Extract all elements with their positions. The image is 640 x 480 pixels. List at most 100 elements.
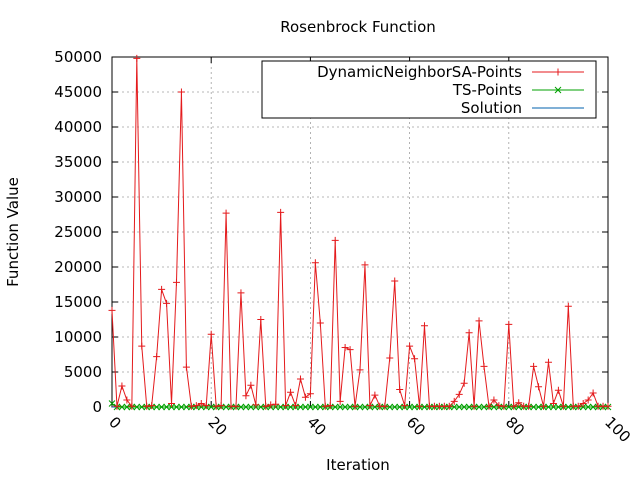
sa-point-marker	[326, 402, 334, 410]
ts-point-marker	[108, 400, 116, 407]
sa-point-marker	[460, 379, 468, 387]
sa-point-marker	[168, 400, 176, 407]
sa-point-marker	[192, 402, 200, 410]
sa-point-marker	[480, 362, 488, 370]
ts-point-marker	[207, 403, 215, 411]
legend-marker-ts	[554, 86, 562, 94]
ts-point-marker	[411, 403, 418, 411]
ts-point-marker	[515, 403, 523, 411]
sa-point-marker	[222, 209, 230, 217]
ts-point-marker	[371, 403, 379, 411]
y-tick-label: 50000	[54, 48, 102, 66]
ts-point-marker	[391, 403, 399, 411]
sa-point-marker	[554, 386, 562, 394]
sa-point-marker	[584, 396, 592, 404]
sa-point-marker	[247, 381, 255, 389]
sa-point-marker	[416, 402, 424, 410]
ts-point-marker	[312, 403, 319, 411]
sa-point-marker	[406, 342, 414, 350]
legend-marker-sa	[554, 68, 562, 76]
y-tick-label: 5000	[64, 363, 102, 381]
sa-point-marker	[282, 402, 290, 410]
sa-point-marker	[401, 402, 409, 410]
sa-point-marker	[351, 402, 359, 410]
sa-point-marker	[544, 358, 552, 366]
ts-point-marker	[460, 403, 468, 411]
sa-point-marker	[217, 402, 225, 410]
sa-point-marker	[455, 390, 463, 398]
ts-point-marker	[346, 403, 354, 411]
sa-point-marker	[292, 402, 300, 410]
sa-point-marker	[465, 329, 473, 337]
sa-point-marker	[138, 342, 146, 350]
sa-point-marker	[564, 302, 572, 310]
ts-point-marker	[386, 403, 394, 411]
sa-point-marker	[381, 402, 389, 410]
ts-point-marker	[222, 403, 230, 411]
sa-point-marker	[559, 402, 567, 410]
y-tick-label: 0	[92, 398, 102, 416]
sa-point-marker	[272, 400, 280, 408]
sa-point-marker	[252, 401, 260, 409]
ts-point-marker	[505, 403, 513, 411]
sa-point-marker	[311, 259, 319, 267]
sa-point-marker	[113, 402, 121, 410]
y-tick-label: 35000	[54, 153, 102, 171]
sa-point-marker	[346, 346, 354, 354]
ts-point-marker	[341, 403, 349, 411]
ts-point-marker	[490, 403, 498, 411]
ts-point-marker	[475, 403, 483, 411]
sa-point-marker	[490, 396, 498, 404]
ts-point-marker	[277, 403, 284, 411]
ts-point-marker	[163, 403, 170, 411]
ts-point-marker	[173, 403, 180, 411]
ts-point-marker	[530, 403, 537, 411]
sa-point-marker	[153, 353, 161, 361]
ts-point-marker	[138, 403, 146, 411]
ts-point-marker	[297, 403, 304, 411]
sa-point-marker	[133, 54, 141, 62]
sa-point-marker	[396, 386, 404, 393]
ts-point-marker	[316, 403, 324, 411]
sa-point-marker	[530, 362, 538, 370]
ts-point-marker	[545, 403, 552, 411]
ts-point-marker	[242, 403, 250, 411]
sa-point-marker	[510, 402, 518, 410]
sa-point-marker	[118, 382, 126, 390]
sa-point-marker	[445, 402, 453, 410]
sa-point-marker	[202, 402, 210, 410]
ts-point-marker	[183, 403, 190, 411]
sa-point-marker	[604, 402, 612, 410]
sa-point-marker	[540, 402, 548, 410]
y-axis-title: Function Value	[4, 177, 22, 287]
sa-point-marker	[500, 402, 508, 410]
ts-point-marker	[336, 403, 344, 411]
sa-point-marker	[574, 402, 582, 410]
y-tick-label: 25000	[54, 223, 102, 241]
y-tick-label: 15000	[54, 293, 102, 311]
y-tick-label: 40000	[54, 118, 102, 136]
ts-point-marker	[450, 403, 458, 411]
sa-point-marker	[177, 88, 185, 96]
ts-point-marker	[584, 403, 592, 411]
sa-point-marker	[515, 399, 523, 407]
legend-label-sa: DynamicNeighborSA-Points	[317, 63, 522, 81]
ts-point-marker	[237, 403, 245, 411]
sa-point-marker	[495, 402, 503, 410]
sa-point-marker	[589, 389, 597, 397]
sa-point-marker	[505, 320, 513, 328]
x-axis-title: Iteration	[326, 456, 390, 474]
sa-point-marker	[237, 289, 245, 297]
sa-point-marker	[182, 363, 190, 371]
ts-point-marker	[396, 403, 404, 411]
ts-point-marker	[406, 403, 413, 411]
ts-point-marker	[153, 403, 160, 411]
y-axis-ticks: 0 5000 10000 15000 20000 25000 30000 35000 40000…	[54, 48, 608, 416]
chart-title: Rosenbrock Function	[280, 18, 436, 36]
y-tick-label: 30000	[54, 188, 102, 206]
legend: DynamicNeighborSA-PointsTS-PointsSolutio…	[261, 60, 597, 119]
sa-point-marker	[296, 375, 304, 383]
sa-point-marker	[366, 402, 374, 410]
sa-point-marker	[525, 402, 533, 410]
